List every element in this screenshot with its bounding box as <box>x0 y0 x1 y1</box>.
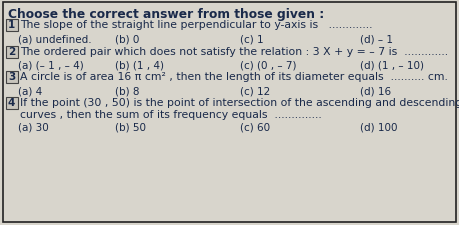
Text: Choose the correct answer from those given :: Choose the correct answer from those giv… <box>8 8 324 21</box>
Text: The ordered pair which does not satisfy the relation : 3 X + y = – 7 is  .......: The ordered pair which does not satisfy … <box>20 47 448 57</box>
Text: (c) 12: (c) 12 <box>240 86 270 96</box>
Text: (d) 16: (d) 16 <box>360 86 391 96</box>
Text: (b) 8: (b) 8 <box>115 86 140 96</box>
Text: (b) 50: (b) 50 <box>115 122 146 131</box>
Text: 2: 2 <box>8 47 15 57</box>
Text: (a) undefined.: (a) undefined. <box>18 34 92 44</box>
Text: (d) 100: (d) 100 <box>360 122 397 131</box>
FancyBboxPatch shape <box>6 97 17 109</box>
Text: (c) (0 , – 7): (c) (0 , – 7) <box>240 60 297 70</box>
Text: 3: 3 <box>8 72 15 82</box>
Text: The slope of the straight line perpendicular to y-axis is   .............: The slope of the straight line perpendic… <box>20 20 373 30</box>
Text: (b) (1 , 4): (b) (1 , 4) <box>115 60 164 70</box>
Text: (a) 30: (a) 30 <box>18 122 49 131</box>
Text: If the point (30 , 50) is the point of intersection of the ascending and descend: If the point (30 , 50) is the point of i… <box>20 98 459 108</box>
Text: 4: 4 <box>8 98 15 108</box>
FancyBboxPatch shape <box>6 46 17 58</box>
Text: (a) (– 1 , – 4): (a) (– 1 , – 4) <box>18 60 84 70</box>
Text: 1: 1 <box>8 20 15 30</box>
Text: (b) 0: (b) 0 <box>115 34 140 44</box>
FancyBboxPatch shape <box>6 71 17 83</box>
Text: (c) 60: (c) 60 <box>240 122 270 131</box>
Text: (d) – 1: (d) – 1 <box>360 34 393 44</box>
Text: curves , then the sum of its frequency equals  ..............: curves , then the sum of its frequency e… <box>20 110 322 119</box>
Text: (d) (1 , – 10): (d) (1 , – 10) <box>360 60 424 70</box>
Text: (a) 4: (a) 4 <box>18 86 42 96</box>
FancyBboxPatch shape <box>6 19 17 31</box>
Text: A circle is of area 16 π cm² , then the length of its diameter equals  .........: A circle is of area 16 π cm² , then the … <box>20 72 448 82</box>
Text: (c) 1: (c) 1 <box>240 34 263 44</box>
